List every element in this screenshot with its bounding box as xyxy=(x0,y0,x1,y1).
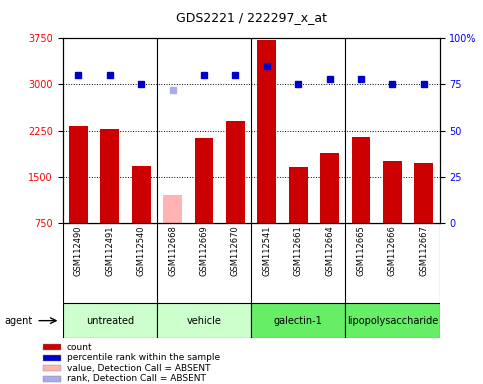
Text: galectin-1: galectin-1 xyxy=(274,316,323,326)
Bar xyxy=(100,129,119,223)
Text: value, Detection Call = ABSENT: value, Detection Call = ABSENT xyxy=(67,364,210,372)
Bar xyxy=(195,138,213,223)
Text: agent: agent xyxy=(5,316,33,326)
Bar xyxy=(163,195,182,223)
Bar xyxy=(251,303,345,338)
Bar xyxy=(383,161,402,223)
Bar xyxy=(43,365,61,371)
Bar xyxy=(320,153,339,223)
Bar xyxy=(257,40,276,223)
Text: GSM112666: GSM112666 xyxy=(388,225,397,276)
Text: GSM112490: GSM112490 xyxy=(74,225,83,276)
Bar xyxy=(345,303,440,338)
Text: GSM112667: GSM112667 xyxy=(419,225,428,276)
Text: GSM112540: GSM112540 xyxy=(137,225,146,276)
Bar xyxy=(157,303,251,338)
Text: count: count xyxy=(67,343,92,351)
Text: GDS2221 / 222297_x_at: GDS2221 / 222297_x_at xyxy=(176,12,327,25)
Text: percentile rank within the sample: percentile rank within the sample xyxy=(67,353,220,362)
Bar xyxy=(289,167,308,223)
Text: GSM112668: GSM112668 xyxy=(168,225,177,276)
Bar xyxy=(43,376,61,382)
Text: untreated: untreated xyxy=(86,316,134,326)
Bar xyxy=(226,121,245,223)
Text: GSM112541: GSM112541 xyxy=(262,225,271,276)
Text: GSM112664: GSM112664 xyxy=(325,225,334,276)
Bar xyxy=(43,344,61,350)
Text: rank, Detection Call = ABSENT: rank, Detection Call = ABSENT xyxy=(67,374,206,383)
Text: GSM112670: GSM112670 xyxy=(231,225,240,276)
Text: vehicle: vehicle xyxy=(186,316,222,326)
Bar xyxy=(414,163,433,223)
Bar xyxy=(63,303,157,338)
Bar xyxy=(43,355,61,361)
Bar xyxy=(352,137,370,223)
Text: GSM112669: GSM112669 xyxy=(199,225,209,276)
Text: GSM112661: GSM112661 xyxy=(294,225,303,276)
Bar xyxy=(132,166,151,223)
Text: GSM112665: GSM112665 xyxy=(356,225,366,276)
Text: lipopolysaccharide: lipopolysaccharide xyxy=(347,316,438,326)
Text: GSM112491: GSM112491 xyxy=(105,225,114,276)
Bar xyxy=(69,126,88,223)
